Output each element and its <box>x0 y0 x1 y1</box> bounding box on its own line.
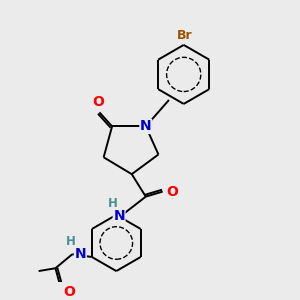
Text: O: O <box>166 184 178 199</box>
Text: H: H <box>108 197 118 210</box>
Text: O: O <box>63 285 75 299</box>
Text: O: O <box>92 95 104 109</box>
Text: N: N <box>74 247 86 261</box>
Text: N: N <box>113 209 125 223</box>
Text: Br: Br <box>177 28 193 42</box>
Text: N: N <box>140 119 152 134</box>
Text: H: H <box>66 235 76 248</box>
